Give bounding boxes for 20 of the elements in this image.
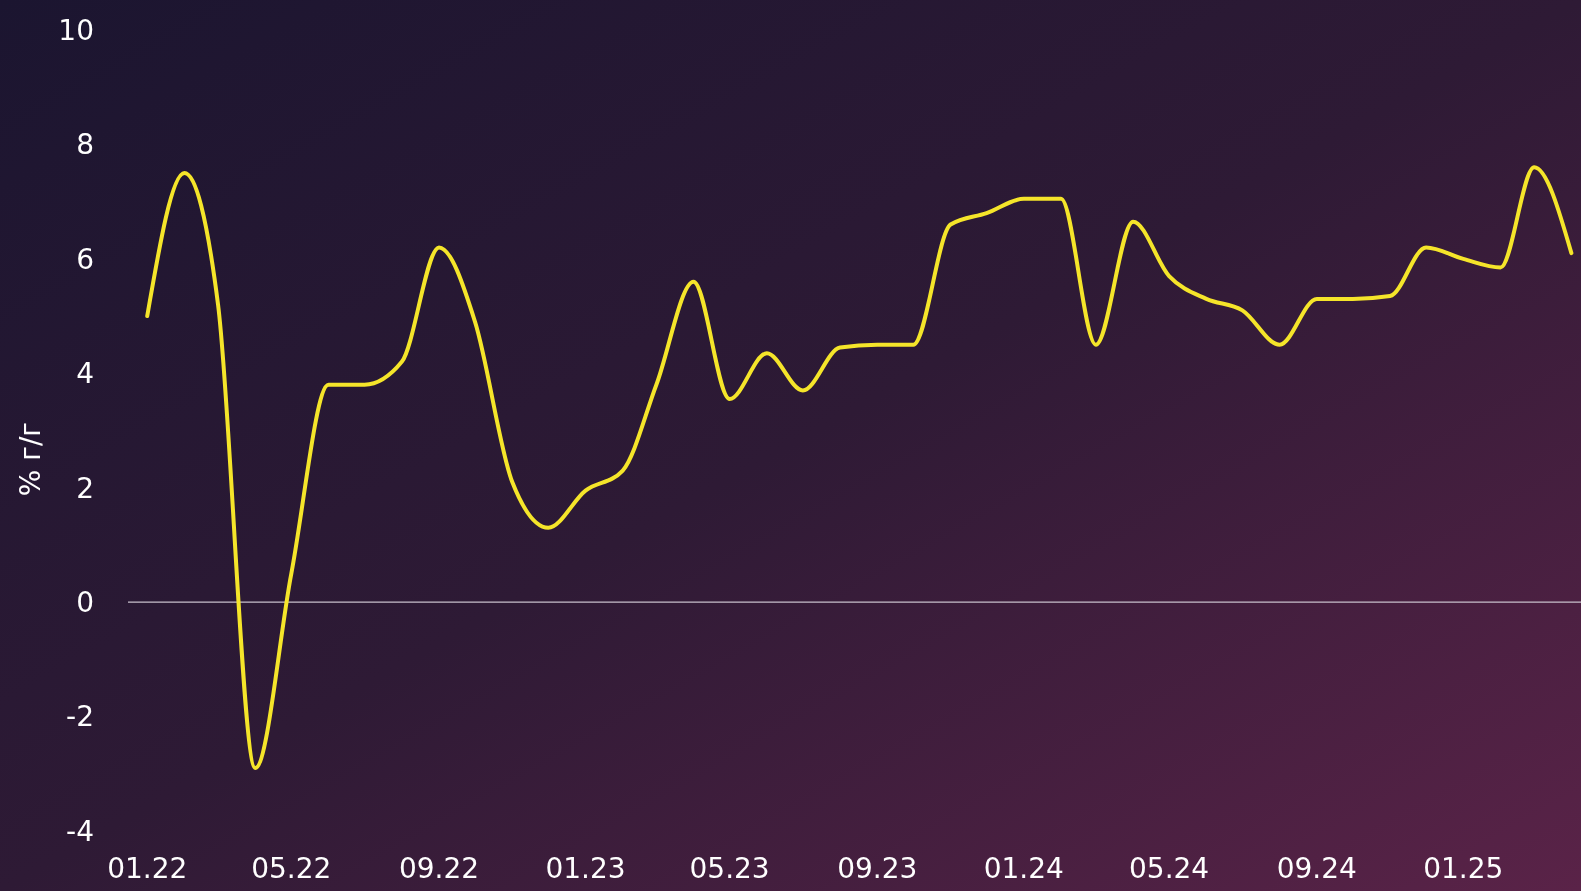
y-tick-label: -4 [66,814,94,848]
y-tick-label: 4 [76,357,94,391]
x-tick-label: 05.22 [251,852,332,885]
x-tick-label: 09.22 [398,852,480,885]
y-tick-label: 8 [76,128,94,162]
x-tick-label: 01.23 [545,852,626,885]
y-tick-label: 0 [76,585,94,619]
x-tick-label: 01.22 [107,852,188,885]
x-tick-label: 01.25 [1423,852,1504,885]
x-tick-label: 01.24 [983,852,1064,885]
x-tick-label: 05.24 [1129,852,1210,885]
x-tick-label: 09.24 [1276,852,1357,885]
y-axis-title: % г/г [14,421,47,497]
line-series [145,165,1574,771]
x-tick-label: 09.23 [837,852,918,885]
y-tick-label: 10 [58,13,94,47]
y-tick-label: 6 [76,242,94,276]
x-tick-label: 05.23 [689,852,770,885]
y-tick-label: 2 [76,471,94,505]
y-tick-label: -2 [66,700,94,734]
